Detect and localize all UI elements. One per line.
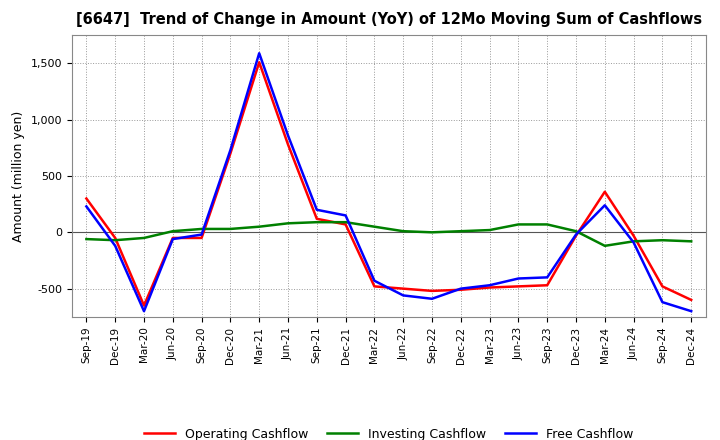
Investing Cashflow: [226, 226, 235, 231]
Operating Cashflow: [341, 222, 350, 227]
Operating Cashflow: [197, 235, 206, 241]
Free Cashflow: [255, 51, 264, 56]
Free Cashflow: [572, 232, 580, 237]
Free Cashflow: [629, 240, 638, 245]
Free Cashflow: [399, 293, 408, 298]
Operating Cashflow: [111, 235, 120, 241]
Operating Cashflow: [514, 284, 523, 289]
Operating Cashflow: [600, 189, 609, 194]
Investing Cashflow: [629, 238, 638, 244]
Free Cashflow: [370, 278, 379, 283]
Free Cashflow: [514, 276, 523, 281]
Operating Cashflow: [82, 196, 91, 201]
Operating Cashflow: [428, 288, 436, 293]
Investing Cashflow: [543, 222, 552, 227]
Free Cashflow: [168, 236, 177, 242]
Investing Cashflow: [312, 220, 321, 225]
Free Cashflow: [312, 207, 321, 213]
Operating Cashflow: [572, 233, 580, 238]
Investing Cashflow: [456, 228, 465, 234]
Free Cashflow: [226, 147, 235, 153]
Y-axis label: Amount (million yen): Amount (million yen): [12, 110, 25, 242]
Line: Operating Cashflow: Operating Cashflow: [86, 62, 691, 305]
Operating Cashflow: [629, 233, 638, 238]
Investing Cashflow: [341, 220, 350, 225]
Operating Cashflow: [312, 216, 321, 221]
Line: Free Cashflow: Free Cashflow: [86, 53, 691, 311]
Operating Cashflow: [543, 282, 552, 288]
Investing Cashflow: [572, 228, 580, 234]
Investing Cashflow: [399, 228, 408, 234]
Operating Cashflow: [370, 284, 379, 289]
Investing Cashflow: [428, 230, 436, 235]
Investing Cashflow: [168, 228, 177, 234]
Investing Cashflow: [140, 235, 148, 241]
Operating Cashflow: [284, 142, 292, 147]
Free Cashflow: [428, 296, 436, 301]
Investing Cashflow: [82, 236, 91, 242]
Operating Cashflow: [140, 303, 148, 308]
Investing Cashflow: [485, 227, 494, 233]
Investing Cashflow: [255, 224, 264, 229]
Free Cashflow: [658, 300, 667, 305]
Free Cashflow: [485, 282, 494, 288]
Operating Cashflow: [687, 297, 696, 303]
Investing Cashflow: [687, 238, 696, 244]
Investing Cashflow: [111, 238, 120, 243]
Investing Cashflow: [284, 221, 292, 226]
Line: Investing Cashflow: Investing Cashflow: [86, 222, 691, 246]
Free Cashflow: [456, 286, 465, 291]
Investing Cashflow: [600, 243, 609, 249]
Title: [6647]  Trend of Change in Amount (YoY) of 12Mo Moving Sum of Cashflows: [6647] Trend of Change in Amount (YoY) o…: [76, 12, 702, 27]
Free Cashflow: [140, 308, 148, 314]
Free Cashflow: [197, 232, 206, 237]
Operating Cashflow: [658, 284, 667, 289]
Investing Cashflow: [370, 224, 379, 229]
Investing Cashflow: [514, 222, 523, 227]
Free Cashflow: [111, 243, 120, 249]
Investing Cashflow: [197, 226, 206, 231]
Free Cashflow: [543, 275, 552, 280]
Operating Cashflow: [255, 59, 264, 65]
Operating Cashflow: [456, 287, 465, 293]
Legend: Operating Cashflow, Investing Cashflow, Free Cashflow: Operating Cashflow, Investing Cashflow, …: [139, 423, 639, 440]
Free Cashflow: [82, 204, 91, 209]
Free Cashflow: [600, 203, 609, 208]
Operating Cashflow: [168, 235, 177, 241]
Operating Cashflow: [226, 151, 235, 156]
Operating Cashflow: [485, 285, 494, 290]
Free Cashflow: [341, 213, 350, 218]
Operating Cashflow: [399, 286, 408, 291]
Investing Cashflow: [658, 238, 667, 243]
Free Cashflow: [284, 133, 292, 138]
Free Cashflow: [687, 308, 696, 314]
